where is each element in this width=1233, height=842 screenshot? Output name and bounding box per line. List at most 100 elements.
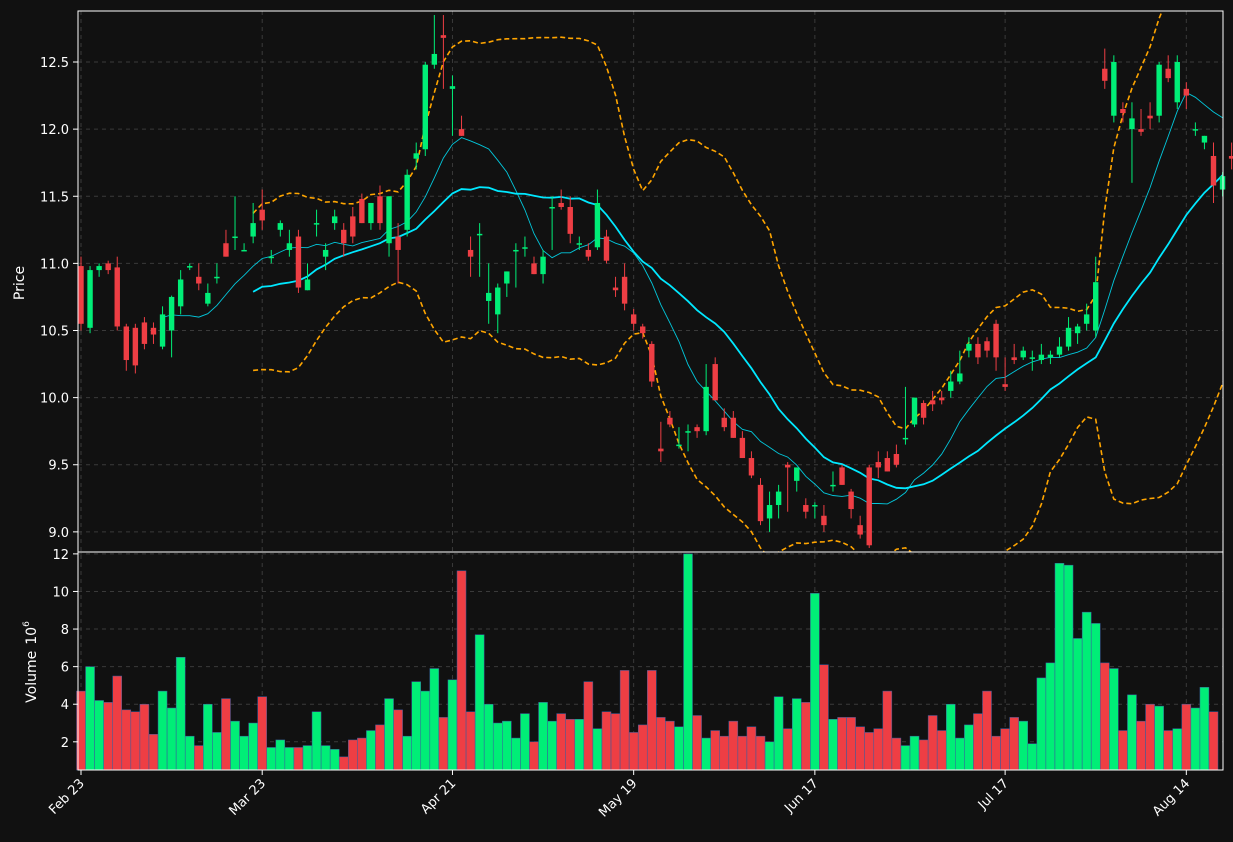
candle-body bbox=[295, 236, 302, 288]
volume-bar bbox=[1181, 703, 1192, 771]
volume-bar bbox=[692, 715, 702, 771]
volume-bar bbox=[746, 726, 757, 771]
candle-body bbox=[114, 267, 120, 327]
volume-bar bbox=[1090, 623, 1101, 771]
volume-bar bbox=[900, 745, 911, 771]
volume-bar bbox=[882, 690, 893, 771]
volume-grid bbox=[78, 553, 1223, 743]
volume-bar bbox=[447, 679, 458, 771]
volume-bar bbox=[293, 747, 304, 771]
volume-bar bbox=[1208, 711, 1219, 771]
volume-bar bbox=[719, 735, 730, 771]
candle-body bbox=[558, 202, 564, 207]
volume-bar bbox=[438, 717, 449, 771]
candle-body bbox=[1011, 357, 1017, 361]
candle-body bbox=[640, 326, 646, 334]
candle-body bbox=[1029, 357, 1035, 359]
candle-body bbox=[359, 198, 365, 224]
candle-body bbox=[549, 206, 555, 209]
volume-bar bbox=[1136, 720, 1146, 771]
candle-body bbox=[368, 202, 374, 224]
volume-bar bbox=[420, 690, 431, 771]
volume-bar bbox=[637, 724, 648, 771]
candle-body bbox=[386, 196, 392, 244]
volume-tick-label: 4 bbox=[61, 698, 69, 713]
candle-body bbox=[685, 431, 691, 433]
volume-bar bbox=[583, 681, 594, 771]
candle-body bbox=[649, 343, 655, 382]
candle-body bbox=[1102, 68, 1108, 81]
candle-body bbox=[513, 249, 519, 252]
volume-bar bbox=[628, 732, 639, 771]
volume-bar bbox=[936, 730, 947, 771]
candle-body bbox=[721, 417, 727, 428]
candle-body bbox=[395, 236, 401, 250]
volume-bar bbox=[456, 570, 467, 771]
volume-bar bbox=[1018, 720, 1028, 771]
price-tick-label: 12.5 bbox=[40, 56, 69, 71]
candle-body bbox=[812, 505, 818, 507]
volume-bar bbox=[810, 593, 820, 771]
volume-bar bbox=[592, 728, 603, 771]
volume-bar bbox=[194, 745, 204, 771]
candle-body bbox=[1056, 346, 1063, 355]
volume-bar bbox=[873, 728, 884, 771]
candle-body bbox=[975, 343, 981, 358]
volume-bar bbox=[1027, 743, 1038, 771]
lower-band-line bbox=[253, 281, 1223, 552]
candle-body bbox=[1120, 108, 1126, 114]
candle-body bbox=[159, 314, 166, 347]
price-tick-label: 12.0 bbox=[40, 123, 69, 138]
volume-bar bbox=[791, 698, 802, 771]
volume-bar bbox=[1063, 564, 1074, 771]
candle-body bbox=[531, 263, 537, 275]
volume-bar bbox=[1009, 717, 1019, 771]
volume-panel-frame bbox=[77, 551, 1224, 771]
volume-bar bbox=[402, 735, 412, 771]
candle-body bbox=[1210, 155, 1217, 186]
candle-body bbox=[1002, 384, 1008, 387]
volume-bar bbox=[782, 728, 793, 771]
candle-body bbox=[1065, 327, 1072, 347]
candle-body bbox=[757, 484, 764, 522]
candle-body bbox=[196, 276, 202, 284]
volume-bar bbox=[728, 720, 739, 771]
candle-body bbox=[603, 236, 610, 261]
candle-body bbox=[286, 243, 293, 250]
volume-bar bbox=[483, 703, 494, 771]
candle-body bbox=[839, 467, 845, 485]
candle-body bbox=[1174, 62, 1180, 103]
volume-bar bbox=[647, 670, 657, 771]
volume-bar bbox=[538, 702, 548, 771]
candle-body bbox=[1083, 314, 1090, 324]
candle-body bbox=[612, 287, 619, 291]
volume-bar bbox=[556, 713, 566, 771]
moving-averages bbox=[162, 91, 1223, 505]
volume-bar bbox=[166, 707, 177, 771]
candle-body bbox=[875, 462, 881, 468]
candle-body bbox=[350, 216, 356, 237]
candle-body bbox=[232, 236, 238, 239]
volume-bar bbox=[828, 719, 838, 771]
candle-body bbox=[884, 458, 891, 472]
candle-body bbox=[766, 505, 773, 519]
candle-body bbox=[214, 276, 220, 279]
candle-body bbox=[205, 292, 211, 304]
volume-bar bbox=[311, 711, 322, 771]
candle-body bbox=[748, 458, 755, 476]
volume-bar bbox=[819, 664, 829, 771]
candle-body bbox=[694, 427, 700, 432]
candle-body bbox=[1047, 354, 1054, 358]
candle-body bbox=[223, 243, 229, 257]
volume-bar bbox=[665, 720, 675, 771]
candle-body bbox=[377, 196, 383, 224]
price-tick-label: 10.0 bbox=[40, 392, 69, 407]
volume-bar bbox=[520, 713, 530, 771]
candle-body bbox=[703, 386, 709, 432]
volume-bar bbox=[656, 717, 666, 771]
volume-bar bbox=[338, 756, 349, 771]
candle-body bbox=[132, 327, 139, 366]
volume-bar bbox=[275, 739, 286, 771]
candle-body bbox=[331, 216, 338, 224]
volume-axis-label-text: Volume bbox=[24, 651, 40, 703]
